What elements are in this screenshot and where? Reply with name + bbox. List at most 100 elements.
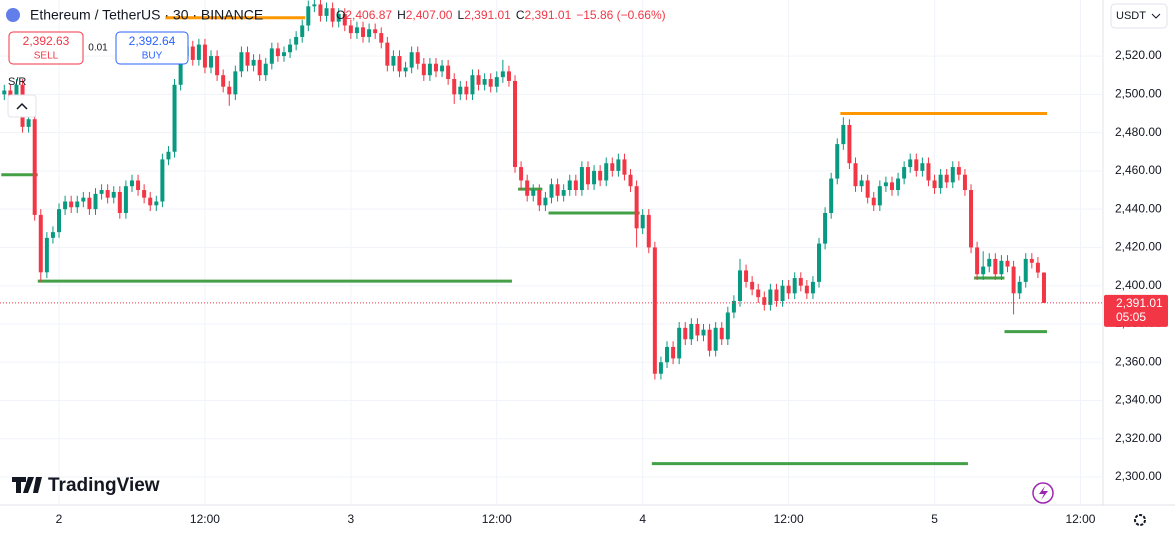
candle-body [1041, 272, 1046, 303]
candle-body [190, 46, 195, 60]
candle-body [823, 212, 828, 244]
y-tick-label: 2,320.00 [1115, 431, 1162, 445]
candle-body [464, 86, 469, 95]
candle-body [166, 151, 171, 160]
candle-body [750, 281, 755, 290]
plot-area [0, 0, 1103, 505]
candle-body [470, 75, 475, 95]
candle-body [482, 79, 487, 85]
candle-body [865, 180, 870, 198]
candle-body [999, 260, 1004, 275]
candle-body [251, 59, 256, 66]
candle-body [671, 346, 676, 359]
chart-title: Ethereum / TetherUS · 30 · BINANCE [30, 7, 263, 23]
y-tick-label: 2,460.00 [1115, 163, 1162, 177]
candle-body [178, 56, 183, 85]
candle-body [969, 190, 974, 248]
candle-body [768, 289, 773, 305]
candle-body [69, 201, 74, 208]
buy-button[interactable] [115, 31, 189, 65]
collapse-icon [16, 102, 28, 110]
candle-body [494, 77, 499, 87]
candle-body [658, 362, 663, 374]
candle-body [32, 119, 37, 215]
sell-button[interactable] [8, 31, 84, 65]
candle-body [707, 329, 712, 351]
candle-body [160, 159, 165, 202]
candle-body [142, 190, 147, 198]
ohlc-key: H [397, 8, 406, 22]
candle-body [683, 327, 688, 340]
candle-body [817, 243, 822, 282]
candle-body [549, 184, 554, 198]
candle-body [908, 159, 913, 168]
candle-body [640, 214, 645, 229]
ohlc-value: 2,391.01 [464, 8, 511, 22]
candle-body [409, 52, 414, 68]
alert-icon [1039, 486, 1048, 500]
last-price-box [1104, 294, 1168, 327]
y-tick-label: 2,300.00 [1115, 469, 1162, 483]
candle-body [598, 170, 603, 181]
candle-body [99, 190, 104, 194]
candle-body [859, 180, 864, 187]
candle-body [196, 44, 201, 60]
candle-body [93, 193, 98, 210]
candle-body [1035, 262, 1040, 273]
candle-body [585, 167, 590, 185]
symbol-icon [6, 8, 20, 22]
brand: TradingView [48, 475, 160, 496]
settings-button[interactable] [1134, 514, 1146, 526]
candle-body [592, 170, 597, 185]
ohlc-key: O [336, 8, 345, 22]
candle-body [433, 63, 438, 72]
ohlc-key: L [457, 8, 464, 22]
candle-body [810, 281, 815, 294]
candle-body [123, 186, 128, 213]
candle-body [701, 329, 706, 336]
currency-button[interactable] [1110, 3, 1168, 29]
candle-body [737, 270, 742, 302]
overlay: Ethereum / TetherUS · 30 · BINANCE O 2,40… [6, 3, 1168, 526]
y-tick-label: 2,360.00 [1115, 354, 1162, 368]
candle-body [981, 266, 986, 275]
candle-body [239, 52, 244, 72]
candle-body [689, 323, 694, 340]
candle-body [336, 13, 341, 22]
candle-body [962, 174, 967, 191]
candle-body [525, 180, 530, 196]
candle-body [2, 90, 7, 95]
y-tick-label: 2,480.00 [1115, 125, 1162, 139]
candle-body [896, 178, 901, 191]
x-tick-label: 2 [56, 512, 63, 526]
collapse-button[interactable] [7, 94, 37, 118]
candle-body [215, 56, 220, 76]
candle-body [950, 167, 955, 183]
candle-body [628, 174, 633, 187]
candle-body [987, 258, 992, 267]
candle-body [579, 167, 584, 191]
x-tick-label: 12:00 [482, 512, 512, 526]
candle-body [379, 33, 384, 43]
x-tick-label: 3 [348, 512, 355, 526]
candle-body [87, 197, 92, 210]
candle-body [476, 75, 481, 85]
candle-body [367, 29, 372, 37]
candle-body [63, 201, 68, 210]
candle-body [744, 270, 749, 282]
candle-body [330, 8, 335, 22]
currency: USDT [1116, 10, 1146, 22]
buy-label: BUY [142, 51, 163, 62]
alert-button[interactable] [1032, 482, 1054, 504]
candle-body [944, 174, 949, 183]
candle-body [762, 297, 767, 305]
candle-body [50, 232, 55, 238]
candle-body [513, 80, 518, 168]
candle-body [555, 184, 560, 196]
candle-body [853, 163, 858, 187]
y-tick-label: 2,340.00 [1115, 393, 1162, 407]
candle-body [1023, 258, 1028, 282]
candle-body [798, 278, 803, 286]
candle-body [731, 301, 736, 313]
candle-body [829, 178, 834, 213]
